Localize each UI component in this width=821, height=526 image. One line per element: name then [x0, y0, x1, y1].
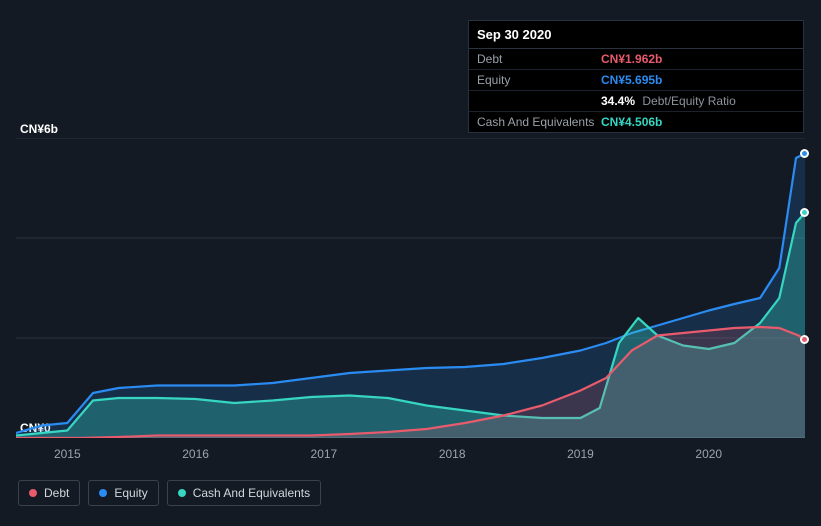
tooltip-row-debt: Debt CN¥1.962b [469, 49, 803, 70]
legend-item-cash[interactable]: Cash And Equivalents [167, 480, 321, 506]
series-end-dot-equity [800, 149, 809, 158]
tooltip-value: CN¥5.695b [601, 73, 662, 87]
x-tick-label: 2019 [567, 447, 594, 461]
x-tick-label: 2018 [439, 447, 466, 461]
tooltip-value: CN¥4.506b [601, 115, 662, 129]
tooltip-label: Cash And Equivalents [477, 115, 601, 129]
tooltip-row-equity: Equity CN¥5.695b [469, 70, 803, 91]
tooltip-value: CN¥1.962b [601, 52, 662, 66]
tooltip-label: Equity [477, 73, 601, 87]
legend-label: Debt [44, 486, 69, 500]
x-tick-label: 2015 [54, 447, 81, 461]
tooltip-row-ratio: 34.4% Debt/Equity Ratio [469, 91, 803, 112]
x-tick-label: 2016 [182, 447, 209, 461]
x-tick-label: 2020 [695, 447, 722, 461]
legend-label: Cash And Equivalents [193, 486, 310, 500]
legend-label: Equity [114, 486, 147, 500]
chart-legend: Debt Equity Cash And Equivalents [18, 480, 321, 506]
financials-chart-container: Sep 30 2020 Debt CN¥1.962b Equity CN¥5.6… [0, 0, 821, 526]
series-end-dot-debt [800, 335, 809, 344]
tooltip-value: 34.4% [601, 94, 635, 108]
legend-item-equity[interactable]: Equity [88, 480, 158, 506]
legend-item-debt[interactable]: Debt [18, 480, 80, 506]
x-tick-label: 2017 [311, 447, 338, 461]
tooltip-extra: Debt/Equity Ratio [642, 94, 735, 108]
legend-dot-icon [178, 489, 186, 497]
area-chart[interactable] [16, 138, 805, 438]
tooltip-label: Debt [477, 52, 601, 66]
tooltip-row-cash: Cash And Equivalents CN¥4.506b [469, 112, 803, 132]
legend-dot-icon [99, 489, 107, 497]
y-tick-label-max: CN¥6b [20, 122, 58, 136]
tooltip-label [477, 94, 601, 108]
series-end-dot-cash [800, 208, 809, 217]
chart-tooltip: Sep 30 2020 Debt CN¥1.962b Equity CN¥5.6… [468, 20, 804, 133]
legend-dot-icon [29, 489, 37, 497]
tooltip-date: Sep 30 2020 [469, 21, 803, 49]
